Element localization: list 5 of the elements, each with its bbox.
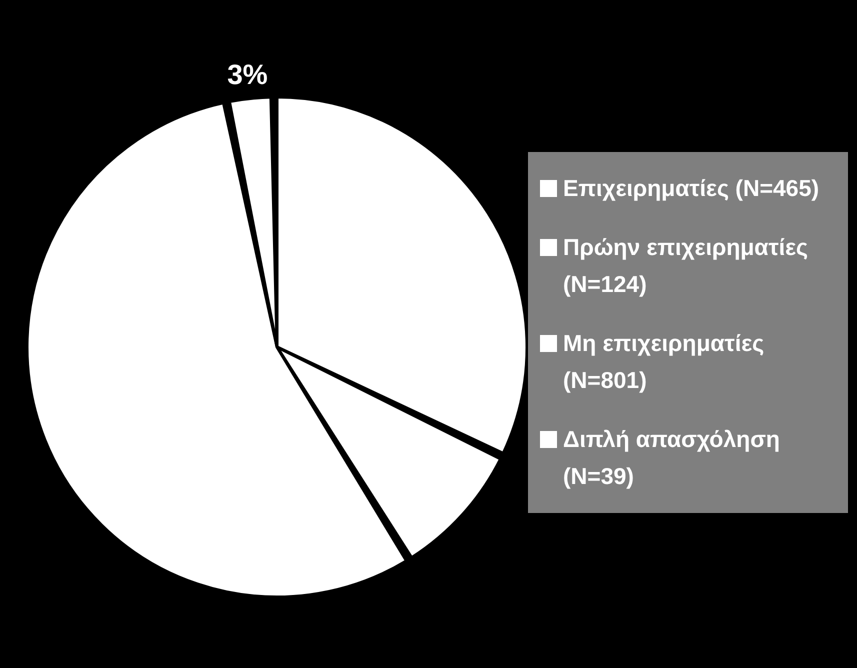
legend-label: Πρώην επιχειρηματίες (N=124) bbox=[563, 233, 809, 299]
legend-label: Διπλή απασχόληση (N=39) bbox=[563, 425, 781, 491]
data-label: 3% bbox=[227, 59, 268, 90]
legend-label: Επιχειρηματίες (N=465) bbox=[563, 174, 820, 203]
legend-label: Μη επιχειρηματίες (N=801) bbox=[563, 329, 766, 395]
